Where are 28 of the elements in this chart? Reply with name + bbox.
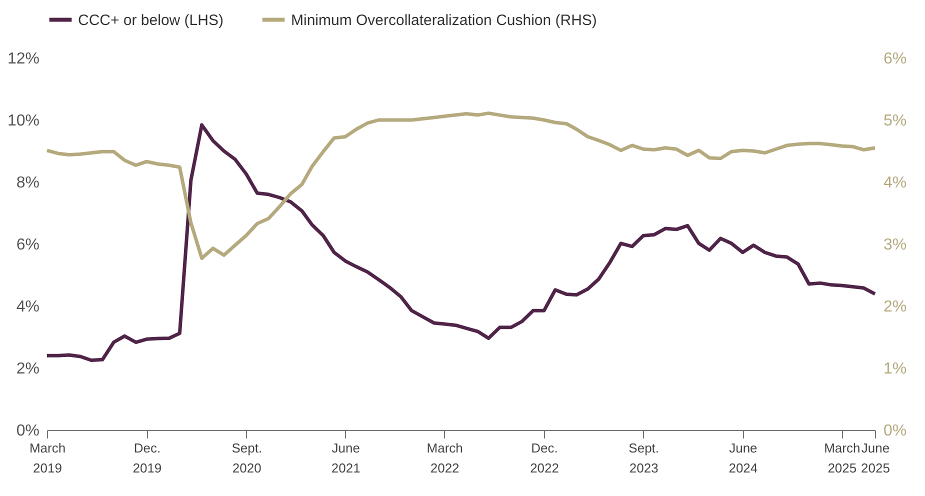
y2-tick-label: 5% (884, 112, 907, 130)
y-tick-label: 12% (7, 50, 40, 68)
x-tick-label: March 2022 (426, 440, 463, 476)
line-series (45, 123, 877, 362)
x-tick-label: March 2019 (29, 440, 66, 476)
y2-tick-label: 0% (884, 422, 907, 440)
legend-label: CCC+ or below (LHS) (78, 12, 224, 29)
y-tick-label: 2% (16, 360, 40, 378)
y2-tick-label: 2% (884, 298, 907, 316)
y-tick-label: 8% (16, 174, 40, 192)
y2-tick-label: 4% (884, 174, 907, 192)
x-tick-label: Sept. 2023 (628, 440, 660, 476)
line-series (45, 111, 877, 260)
x-tick-label: June 2025 (861, 440, 890, 476)
x-tick-label: March 2025 (824, 440, 860, 476)
x-tick-label: June 2024 (728, 440, 758, 476)
y2-tick-label: 1% (884, 360, 907, 378)
legend-label: Minimum Overcollateralization Cushion (RHS) (291, 12, 597, 29)
y2-tick-label: 3% (884, 236, 907, 254)
y-tick-label: 6% (16, 236, 40, 254)
y-tick-label: 0% (16, 422, 40, 440)
y-tick-label: 10% (7, 112, 40, 130)
x-tick-label: Dec. 2022 (530, 440, 559, 476)
y-tick-label: 4% (16, 298, 40, 316)
x-tick-label: Sept. 2020 (232, 440, 262, 476)
x-tick-label: Dec. 2019 (132, 440, 162, 476)
y2-tick-label: 6% (884, 50, 907, 68)
x-tick-label: June 2021 (331, 440, 360, 476)
